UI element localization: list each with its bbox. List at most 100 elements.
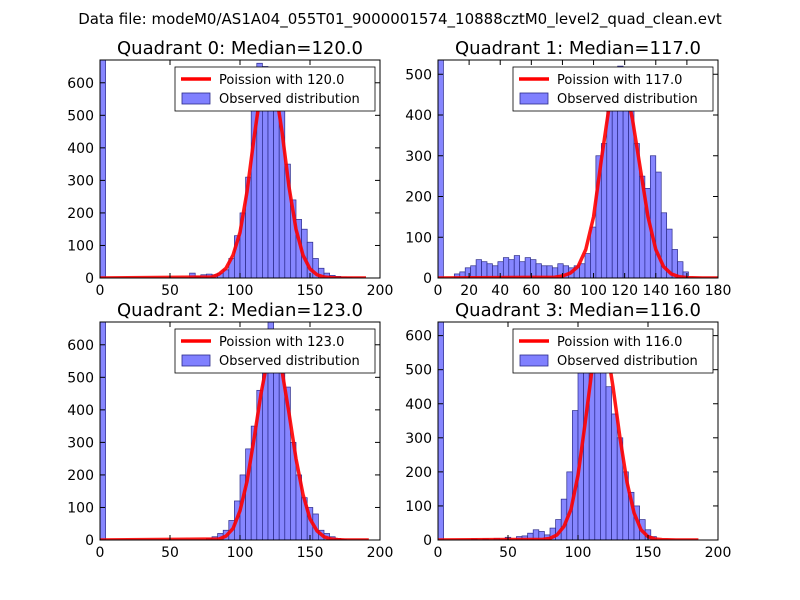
y-tick-label: 300 [67, 435, 94, 451]
x-tick-label: 200 [705, 545, 732, 561]
histogram-bar [682, 271, 689, 278]
y-tick-label: 300 [405, 431, 432, 447]
y-tick-label: 400 [405, 397, 432, 413]
x-tick-label: 100 [227, 545, 254, 561]
y-tick-label: 400 [405, 108, 432, 124]
x-tick-label: 200 [367, 545, 394, 561]
y-tick-label: 100 [405, 230, 432, 246]
chart-panel-2: 0 50 100 150 200 0 100 200 300 400 500 600 Quadrant … [67, 300, 393, 561]
histogram-bar [519, 261, 526, 278]
histogram-bar [611, 413, 618, 540]
x-tick-label: 0 [434, 545, 443, 561]
x-tick-label: 20 [460, 283, 478, 299]
x-tick-label: 50 [499, 545, 517, 561]
y-tick-label: 300 [67, 173, 94, 189]
y-tick-label: 500 [405, 67, 432, 83]
y-tick-label: 200 [405, 190, 432, 206]
x-tick-label: 120 [611, 283, 638, 299]
legend: Poission with 123.0 Observed distribution [174, 328, 376, 374]
histogram-bar [677, 261, 684, 278]
x-tick-label: 160 [674, 283, 701, 299]
legend-bar-label: Observed distribution [557, 92, 698, 107]
legend: Poission with 116.0 Observed distribution [512, 328, 714, 374]
histogram-bar [273, 357, 280, 540]
y-tick-label: 300 [405, 149, 432, 165]
legend-bar-label: Observed distribution [219, 92, 360, 107]
x-tick-label: 50 [161, 283, 179, 299]
histogram-bar [605, 386, 612, 540]
legend-bar-swatch [181, 354, 211, 367]
histogram-bar [590, 226, 597, 278]
legend-bar-swatch [181, 92, 211, 105]
y-tick-label: 200 [405, 465, 432, 481]
figure-suptitle: Data file: modeM0/AS1A04_055T01_90000015… [78, 10, 722, 29]
x-tick-label: 150 [297, 283, 324, 299]
y-tick-label: 500 [67, 108, 94, 124]
y-tick-label: 100 [405, 499, 432, 515]
histogram-bar [100, 322, 106, 540]
y-tick-label: 100 [67, 238, 94, 254]
axes-frame [437, 59, 719, 279]
panels: 0 50 100 150 2000100200300400500600Quadrant … [67, 38, 731, 561]
y-tick-label: 0 [85, 533, 94, 549]
histogram-bar [278, 370, 286, 540]
histogram-bar [475, 259, 482, 278]
histogram-bar [584, 253, 591, 278]
y-tick-label: 500 [405, 363, 432, 379]
panel-title: Quadrant 2: Median=123.0 [117, 300, 363, 321]
histogram-bar [524, 257, 531, 278]
histogram-bar [481, 261, 488, 278]
x-tick-label: 80 [554, 283, 572, 299]
histogram-bar [100, 60, 106, 278]
x-tick-label: 150 [297, 545, 324, 561]
x-tick-label: 200 [367, 283, 394, 299]
x-tick-label: 60 [522, 283, 540, 299]
legend-bar-label: Observed distribution [557, 354, 698, 369]
y-tick-label: 0 [85, 271, 94, 287]
panel-title: Quadrant 3: Median=116.0 [455, 300, 701, 321]
chart-panel-3: 0 50 100 150 200 0 100 200 300 400 500 600 Quadrant … [405, 300, 731, 561]
legend-curve-label: Poission with 123.0 [219, 335, 344, 350]
histogram-bar [508, 259, 515, 278]
histogram-bar [486, 263, 493, 278]
x-tick-label: 100 [565, 545, 592, 561]
legend-curve-label: Poission with 116.0 [557, 335, 682, 350]
panel-title: Quadrant 1: Median=117.0 [455, 38, 701, 59]
panel-title: Quadrant 0: Median=120.0 [117, 38, 363, 59]
y-tick-label: 400 [67, 141, 94, 157]
x-tick-label: 100 [227, 283, 254, 299]
y-tick-label: 0 [423, 271, 432, 287]
histogram-bar [649, 155, 657, 278]
x-tick-label: 180 [705, 283, 732, 299]
legend: Poission with 120.0 Observed distribution [174, 66, 376, 112]
y-tick-label: 100 [67, 500, 94, 516]
x-tick-label: 140 [642, 283, 669, 299]
histogram-bar [438, 60, 444, 278]
chart-panel-0: 0 50 100 150 200 0 100 200 300 400 500 600 Quadrant … [67, 38, 393, 299]
x-tick-label: 100 [580, 283, 607, 299]
y-tick-label: 0 [423, 533, 432, 549]
y-tick-label: 200 [67, 468, 94, 484]
y-tick-label: 500 [67, 370, 94, 386]
plot-area [100, 60, 366, 278]
x-tick-label: 0 [434, 283, 443, 299]
histogram-bar [438, 322, 444, 540]
histogram-bar [579, 263, 586, 278]
legend: Poission with 117.0 Observed distribution [512, 66, 714, 112]
y-tick-label: 600 [405, 329, 432, 345]
y-tick-label: 600 [67, 338, 94, 354]
legend-bar-label: Observed distribution [219, 354, 360, 369]
y-tick-label: 200 [67, 206, 94, 222]
x-tick-label: 150 [635, 545, 662, 561]
legend-curve-label: Poission with 120.0 [219, 73, 344, 88]
histogram-bar [600, 369, 607, 540]
legend-bar-swatch [519, 92, 549, 105]
legend-curve-label: Poission with 117.0 [557, 73, 682, 88]
histogram-bar [513, 255, 521, 278]
histogram-bar [502, 257, 510, 278]
x-tick-label: 0 [96, 283, 105, 299]
x-tick-label: 0 [96, 545, 105, 561]
x-tick-label: 50 [161, 545, 179, 561]
y-tick-label: 400 [67, 403, 94, 419]
